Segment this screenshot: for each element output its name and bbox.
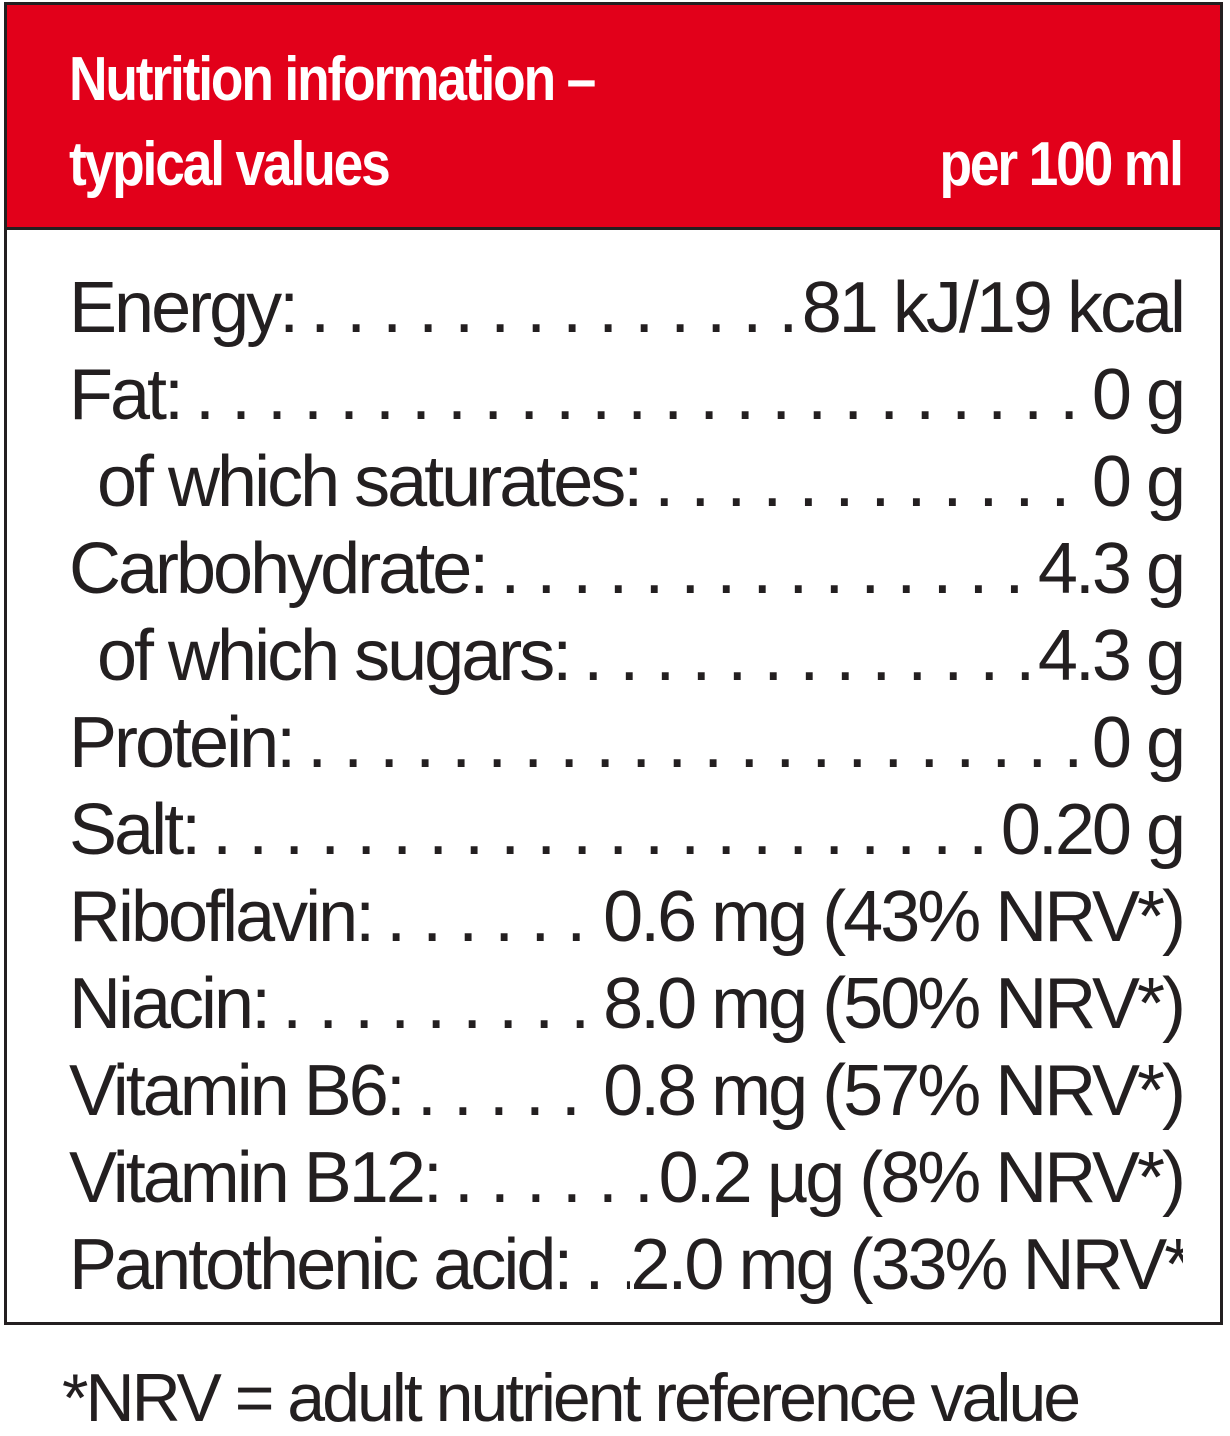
nutrient-label: of which saturates: — [97, 442, 643, 522]
leader-dots — [440, 1135, 659, 1222]
nrv-footnote: *NRV = adult nutrient reference value — [62, 1360, 1081, 1436]
nutrient-row-pantothenic-acid: Pantothenic acid: 2.0 mg (33% NRV*) — [69, 1222, 1183, 1309]
leader-dots — [296, 265, 802, 352]
nutrient-label: Riboflavin: — [69, 877, 375, 957]
table-header: Nutrition information – typical values p… — [7, 5, 1220, 230]
nutrient-row-protein: Protein: 0 g — [69, 700, 1183, 787]
nutrient-label: Pantothenic acid: — [69, 1225, 573, 1305]
nutrient-value: 81 kJ/19 kcal — [801, 268, 1183, 348]
nutrient-label: of which sugars: — [97, 616, 572, 696]
leader-dots — [486, 526, 1038, 613]
nutrient-label: Salt: — [69, 790, 201, 870]
leader-dots — [640, 439, 1092, 526]
nutrient-value: 0 g — [1091, 355, 1183, 435]
header-per-unit: per 100 ml — [939, 130, 1184, 199]
nutrient-label: Carbohydrate: — [69, 529, 489, 609]
nutrient-row-saturates: of which saturates: 0 g — [69, 439, 1183, 526]
nutrient-row-sugars: of which sugars: 4.3 g — [69, 613, 1183, 700]
nutrient-label: Niacin: — [69, 964, 271, 1044]
leader-dots — [198, 787, 1001, 874]
nutrient-value: 0 g — [1091, 442, 1183, 522]
nutrient-row-fat: Fat: 0 g — [69, 352, 1183, 439]
nutrient-label: Fat: — [69, 355, 184, 435]
header-title-line2: typical values — [69, 130, 391, 199]
leader-dots — [293, 700, 1092, 787]
leader-dots — [268, 961, 603, 1048]
leader-dots — [403, 1048, 603, 1135]
nutrient-row-energy: Energy: 81 kJ/19 kcal — [69, 265, 1183, 352]
nutrient-label: Vitamin B6: — [69, 1051, 406, 1131]
nutrient-label: Protein: — [69, 703, 296, 783]
leader-dots — [181, 352, 1092, 439]
nutrient-value: 0.2 µg (8% NRV*) — [658, 1138, 1183, 1218]
nutrient-value: 0.20 g — [1000, 790, 1183, 870]
leader-dots — [569, 613, 1038, 700]
nutrient-label: Vitamin B12: — [69, 1138, 443, 1218]
nutrient-value: 2.0 mg (33% NRV*) — [630, 1225, 1183, 1305]
nutrient-rows: Energy: 81 kJ/19 kcal Fat: 0 g of which … — [69, 265, 1183, 1309]
nutrient-row-niacin: Niacin: 8.0 mg (50% NRV*) — [69, 961, 1183, 1048]
nutrient-value: 4.3 g — [1037, 529, 1183, 609]
nutrient-row-carbohydrate: Carbohydrate: 4.3 g — [69, 526, 1183, 613]
nutrient-label: Energy: — [69, 268, 299, 348]
header-title-line1: Nutrition information – — [69, 45, 596, 114]
leader-dots — [372, 874, 603, 961]
nutrient-value: 0.6 mg (43% NRV*) — [603, 877, 1183, 957]
nutrient-row-salt: Salt: 0.20 g — [69, 787, 1183, 874]
leader-dots — [570, 1222, 630, 1309]
nutrient-row-vitamin-b12: Vitamin B12: 0.2 µg (8% NRV*) — [69, 1135, 1183, 1222]
nutrient-value: 4.3 g — [1037, 616, 1183, 696]
nutrient-value: 8.0 mg (50% NRV*) — [603, 964, 1183, 1044]
nutrient-row-riboflavin: Riboflavin: 0.6 mg (43% NRV*) — [69, 874, 1183, 961]
nutrient-value: 0 g — [1091, 703, 1183, 783]
nutrient-row-vitamin-b6: Vitamin B6: 0.8 mg (57% NRV*) — [69, 1048, 1183, 1135]
nutrition-table: Nutrition information – typical values p… — [4, 2, 1223, 1325]
nutrient-value: 0.8 mg (57% NRV*) — [603, 1051, 1183, 1131]
